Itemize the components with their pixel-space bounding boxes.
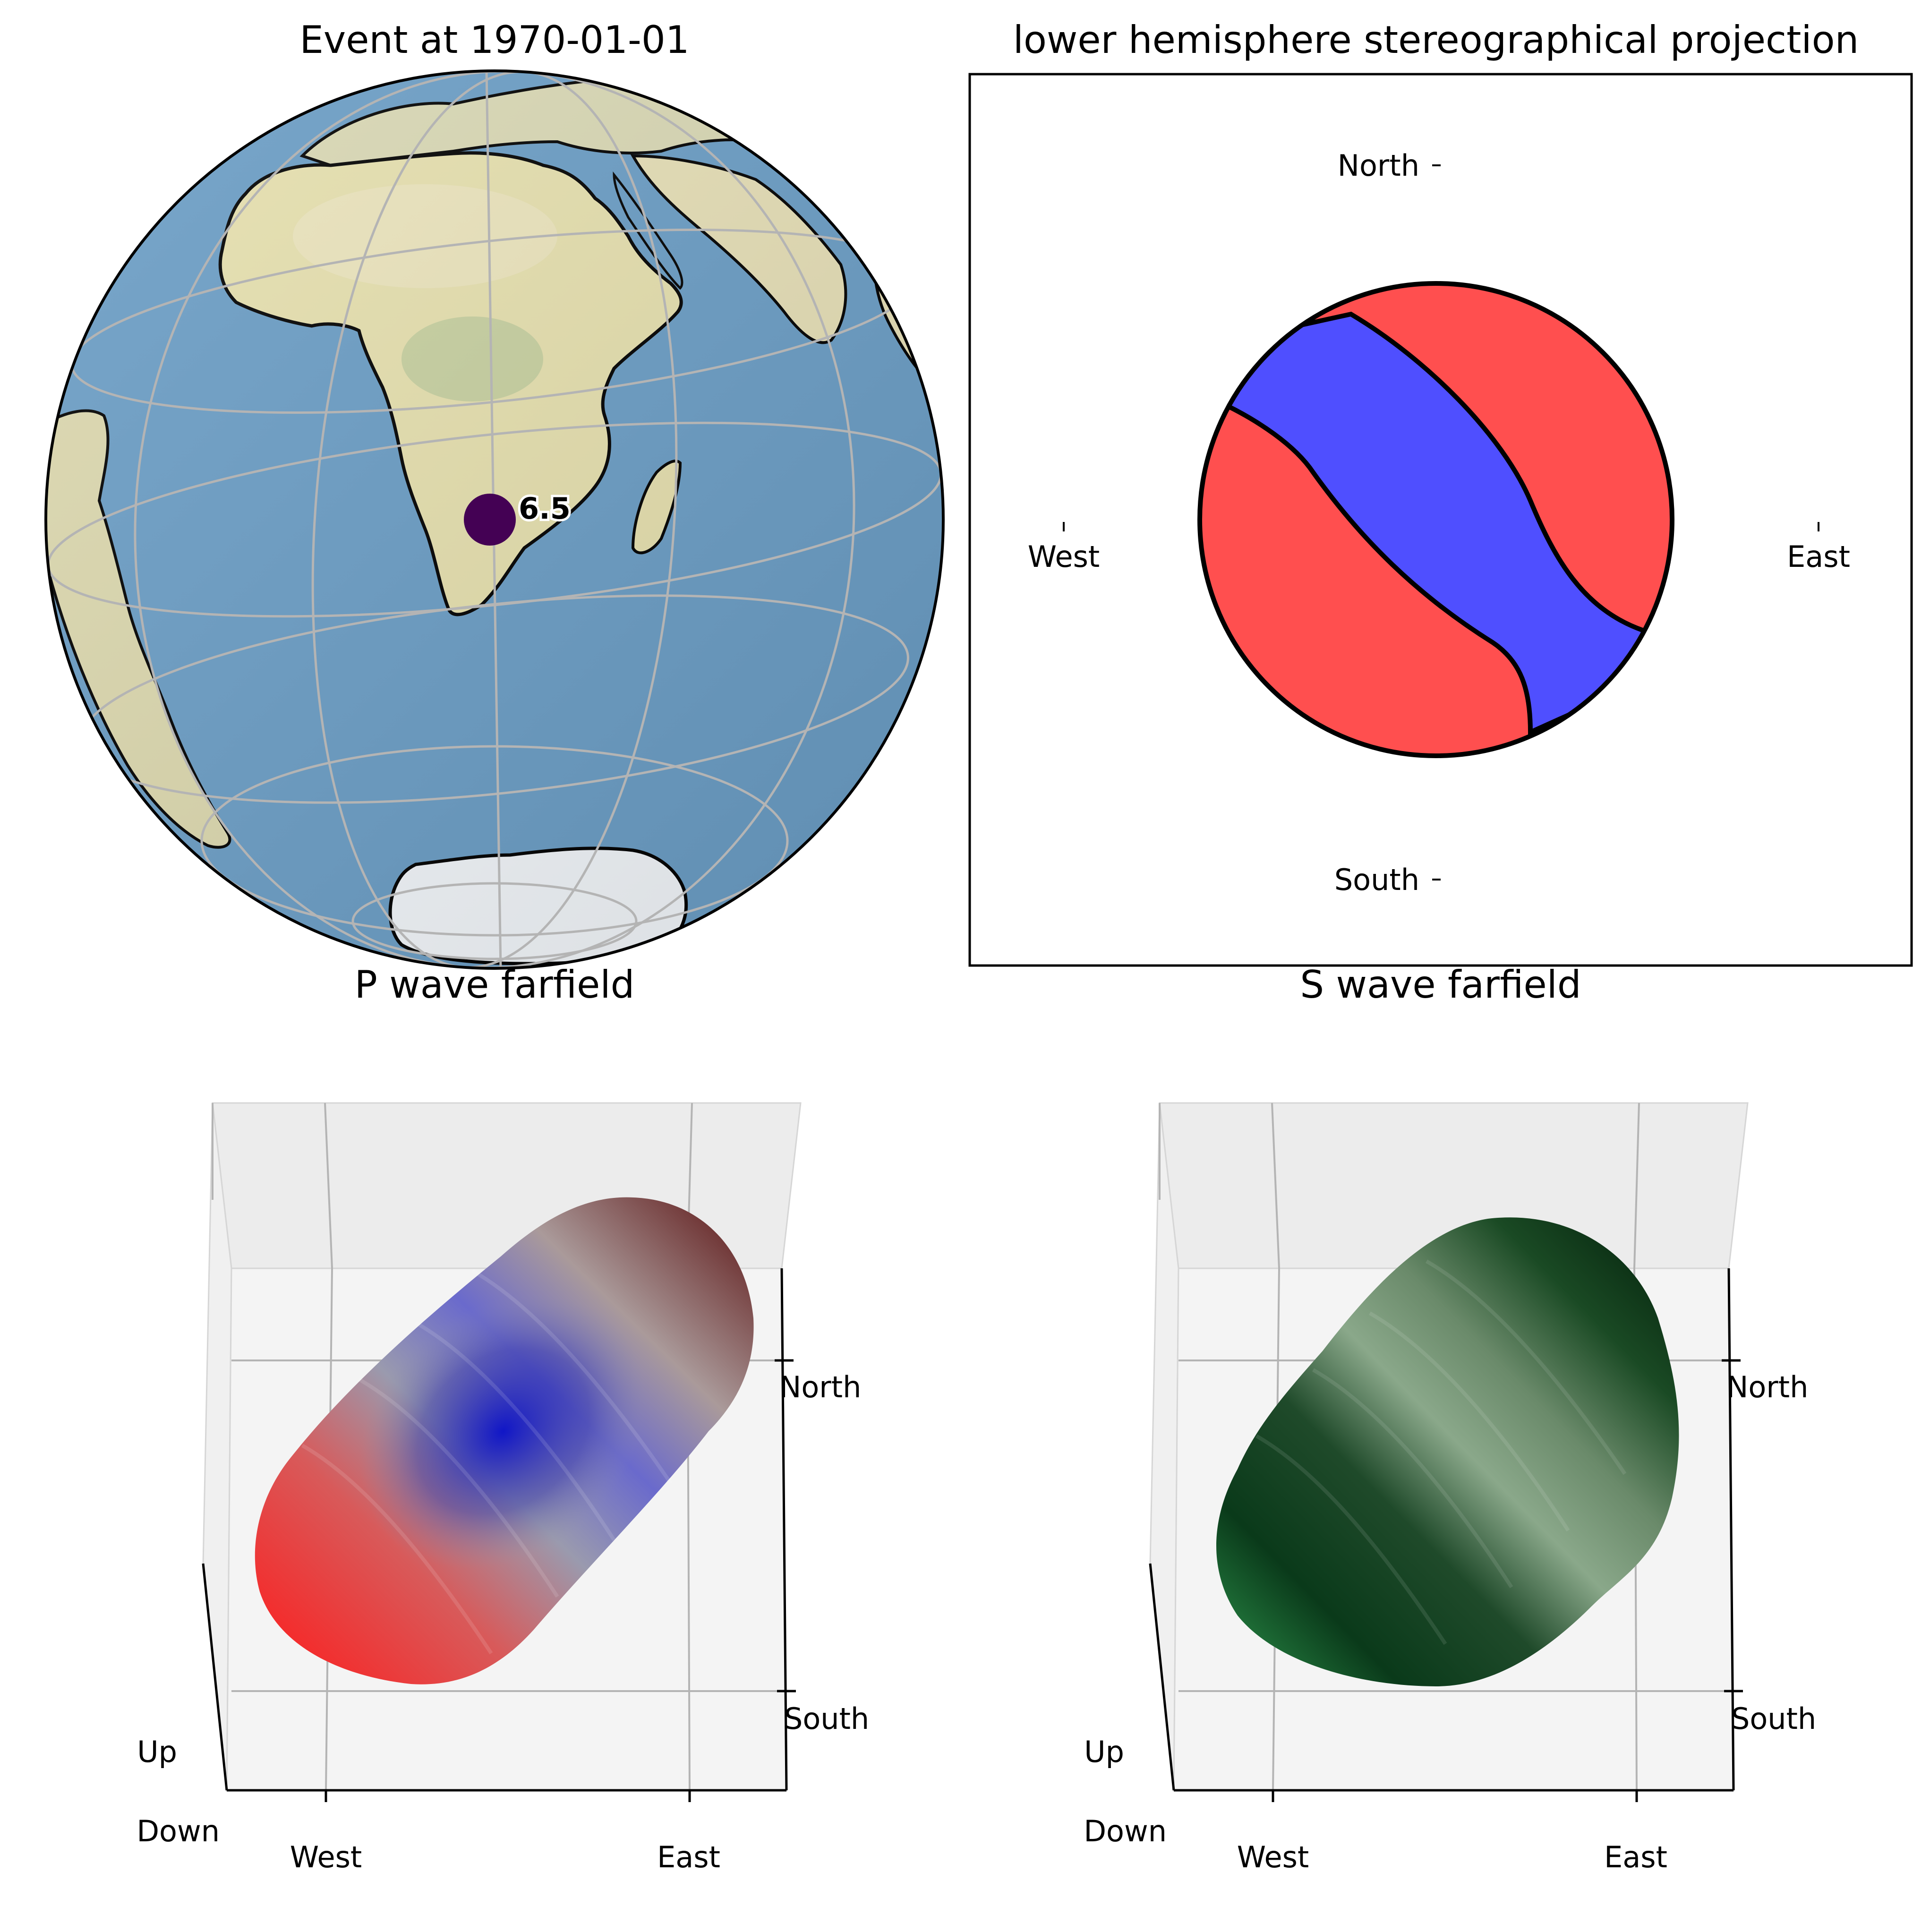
- s-tick-south: South: [1731, 1701, 1816, 1736]
- map-panel: Event at 1970-01-01: [44, 18, 945, 970]
- s-tick-north: North: [1726, 1370, 1808, 1404]
- s-tick-west: West: [1237, 1840, 1309, 1874]
- magnitude-label: 6.5: [519, 491, 571, 526]
- s-wave-title: S wave farfield: [1300, 963, 1581, 1007]
- s-tick-east: East: [1604, 1840, 1667, 1874]
- s-farfield-surface: [1216, 1217, 1679, 1686]
- globe-outline: [44, 69, 945, 970]
- s-tick-down: Down: [1084, 1814, 1167, 1848]
- direction-label-south: South: [1334, 863, 1419, 897]
- p-tick-west: West: [290, 1840, 362, 1874]
- direction-label-east: East: [1787, 539, 1850, 574]
- p-dilatation-lobe: [359, 1294, 647, 1569]
- beachball-title: lower hemisphere stereographical project…: [1013, 18, 1859, 62]
- p-mesh-lines: [301, 1269, 673, 1655]
- beachball-outline: [1197, 281, 1674, 758]
- p-tick-east: East: [657, 1840, 720, 1874]
- dilatation-band: [1224, 311, 1647, 736]
- map-title: Event at 1970-01-01: [299, 18, 689, 62]
- p-tick-north: North: [779, 1370, 861, 1404]
- beachball-panel: lower hemisphere stereographical project…: [968, 18, 1913, 967]
- p-wave-panel: P wave farfield West East N: [137, 963, 869, 1874]
- direction-label-west: West: [1028, 539, 1100, 574]
- s-mesh-lines: [1255, 1259, 1627, 1645]
- event-marker: [464, 494, 516, 546]
- p-axes-lines: [202, 1268, 796, 1802]
- s-axes-lines: [1149, 1268, 1743, 1802]
- p-tick-down: Down: [137, 1814, 220, 1848]
- p-tick-south: South: [784, 1701, 869, 1736]
- s-tick-up: Up: [1084, 1735, 1124, 1769]
- p-wave-title: P wave farfield: [355, 963, 635, 1007]
- p-tick-up: Up: [137, 1735, 177, 1769]
- direction-label-north: North: [1338, 148, 1419, 183]
- s-wave-panel: S wave farfield West East North South U: [1084, 963, 1816, 1874]
